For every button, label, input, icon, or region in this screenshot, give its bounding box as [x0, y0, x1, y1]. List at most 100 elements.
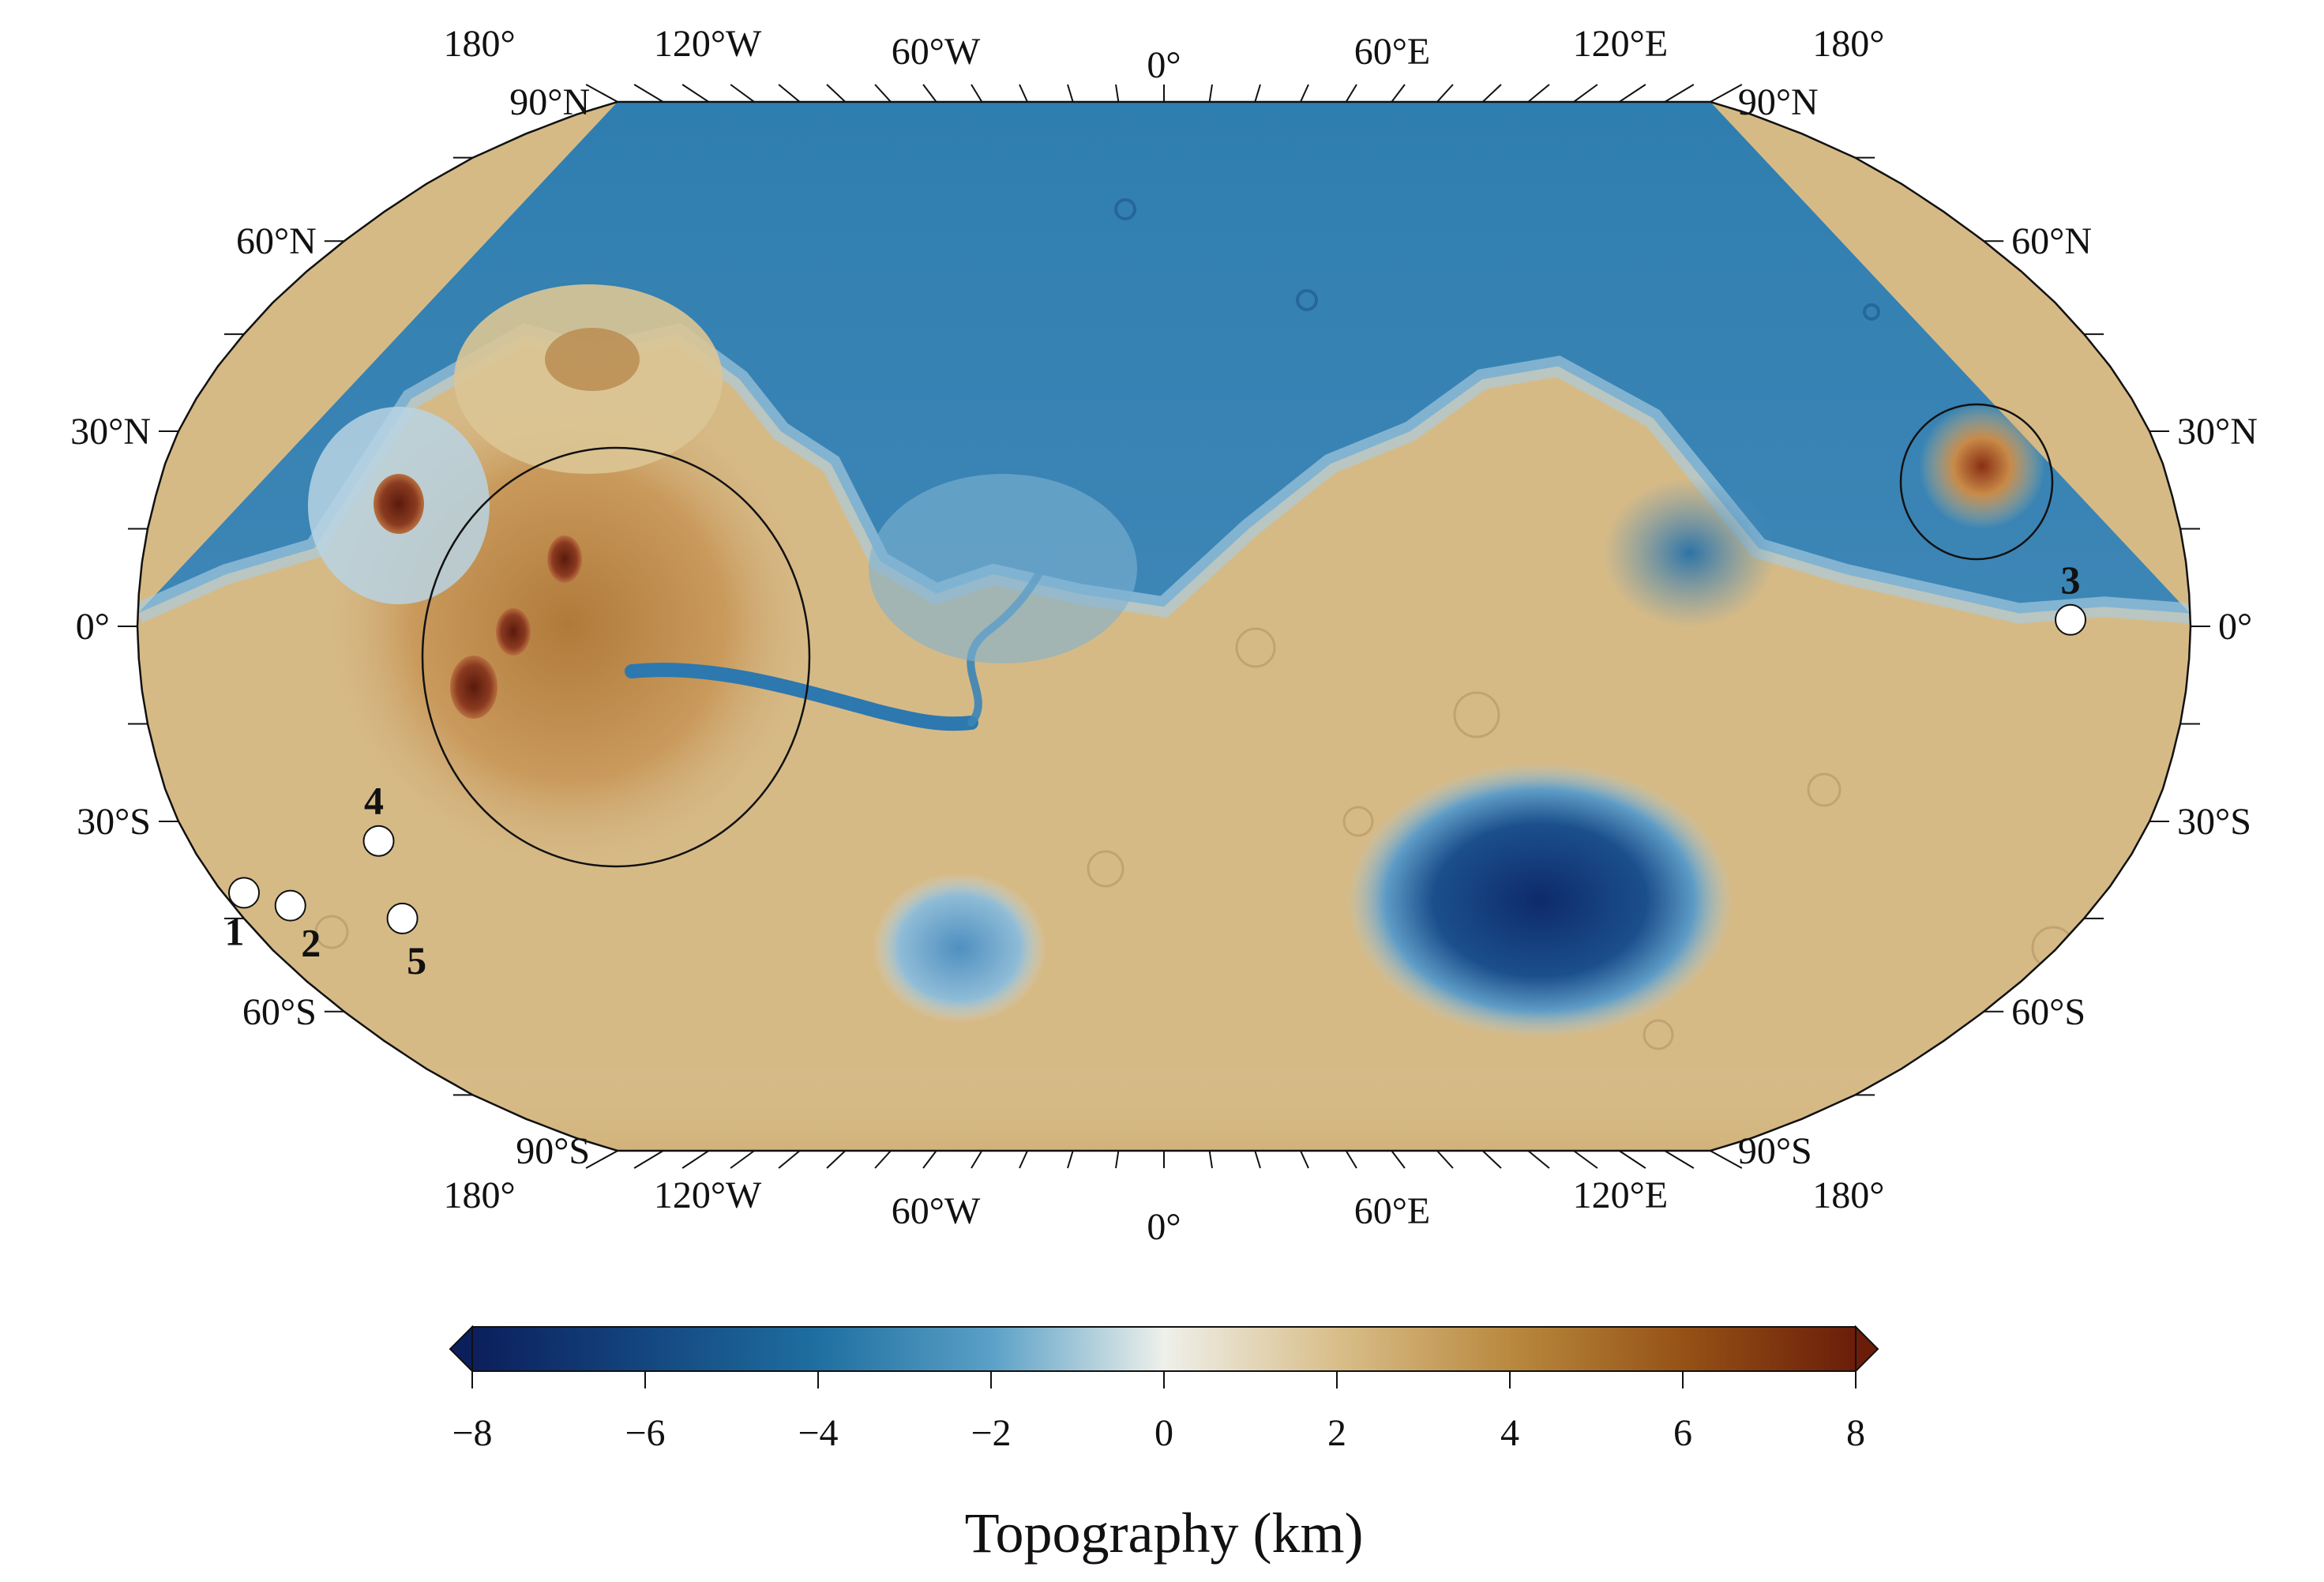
lon-label-bottom: 60°E: [1354, 1190, 1431, 1232]
lon-tick-top: [1115, 84, 1120, 103]
colorbar-tick-label: 4: [1500, 1412, 1519, 1454]
site-label: 1: [225, 909, 245, 953]
lon-tick-top: [1664, 84, 1695, 103]
lon-label-top: 0°: [1147, 44, 1181, 86]
lon-tick-top: [1254, 84, 1261, 103]
colorbar-tick-label: −2: [971, 1412, 1011, 1454]
lon-tick-top: [1573, 84, 1598, 103]
lon-label-top: 180°: [444, 23, 516, 65]
colorbar-ramp: [471, 1326, 1857, 1372]
colorbar-ticks: −8 −6 −4 −2 0 2 4 6 8: [452, 1371, 1865, 1454]
lon-tick-bottom: [1345, 1150, 1357, 1169]
lon-tick-top: [585, 84, 618, 103]
lon-tick-top: [1067, 84, 1074, 103]
lon-tick-bottom: [1436, 1150, 1454, 1169]
lon-tick-bottom: [633, 1150, 664, 1169]
lon-tick-bottom: [1664, 1150, 1695, 1169]
site-marker: [2055, 603, 2087, 636]
graticule-ticks: [118, 84, 2210, 1169]
lon-tick-top: [1391, 84, 1406, 103]
colorbar-tick-label: −4: [798, 1412, 838, 1454]
lon-tick-top: [730, 84, 755, 103]
colorbar-tick-label: 8: [1846, 1412, 1865, 1454]
lon-tick-bottom: [1067, 1150, 1074, 1169]
lat-label-right: 60°N: [2011, 220, 2092, 262]
lon-tick-top: [1527, 84, 1550, 103]
site-marker: [274, 889, 306, 922]
lat-label-right: 0°: [2218, 606, 2252, 648]
colorbar-tick-label: −6: [625, 1412, 665, 1454]
lon-label-top: 60°E: [1354, 31, 1431, 73]
lon-tick-bottom: [1573, 1150, 1598, 1169]
lon-tick-bottom: [730, 1150, 755, 1169]
sites: 1 2 3 4 5: [225, 558, 2087, 983]
lon-tick-bottom: [1115, 1150, 1120, 1169]
site-marker: [386, 902, 419, 934]
lon-tick-top: [826, 84, 847, 103]
lon-tick-bottom: [826, 1150, 847, 1169]
northern-lowlands: [137, 102, 2191, 614]
lat-label-right: 30°N: [2177, 411, 2258, 453]
lon-tick-bottom: [1391, 1150, 1406, 1169]
lon-tick-bottom: [681, 1150, 710, 1169]
lon-tick-bottom: [1208, 1150, 1213, 1169]
northern-craters: [1114, 198, 1880, 321]
lon-tick-top: [1019, 84, 1028, 103]
lat-label-left: 30°N: [70, 411, 151, 453]
colorbar-tick-label: −8: [452, 1412, 492, 1454]
lon-tick-bottom: [1527, 1150, 1550, 1169]
lat-label-right: 90°N: [1738, 81, 1819, 123]
lon-tick-bottom: [874, 1150, 892, 1169]
lat-label-left: 60°S: [242, 991, 317, 1033]
lon-tick-top: [778, 84, 801, 103]
lon-tick-bottom: [1481, 1150, 1502, 1169]
colorbar-max-arrow: [1855, 1325, 1879, 1373]
argyre-basin: [873, 873, 1046, 1023]
lon-tick-bottom: [778, 1150, 801, 1169]
lon-tick-top: [633, 84, 664, 103]
lon-tick-top: [1345, 84, 1357, 103]
tharsis-ring: [421, 446, 811, 868]
lon-label-top: 60°W: [892, 31, 981, 73]
hellas-basin: [1346, 762, 1733, 1039]
site-label: 5: [407, 938, 426, 983]
lon-tick-top: [922, 84, 937, 103]
lon-tick-top: [971, 84, 983, 103]
south-polar-cap: [137, 1058, 2191, 1151]
lon-tick-top: [1300, 84, 1309, 103]
lon-tick-bottom: [1618, 1150, 1646, 1169]
lon-label-bottom: 180°: [1812, 1174, 1884, 1216]
ascraeus-mons: [547, 535, 582, 583]
lat-label-left: 0°: [76, 606, 110, 648]
valles-marineris: [625, 663, 978, 731]
lon-label-bottom: 180°: [444, 1174, 516, 1216]
chryse-planitia: [869, 474, 1137, 663]
site-marker: [228, 877, 261, 909]
isidis-basin: [1603, 478, 1777, 628]
lon-label-top: 180°: [1812, 23, 1884, 65]
alba-summit: [545, 328, 640, 391]
colorbar-tick-label: 6: [1673, 1412, 1692, 1454]
site-marker: [362, 825, 395, 857]
lon-tick-top: [1436, 84, 1454, 103]
lon-tick-bottom: [922, 1150, 937, 1169]
pavonis-mons: [496, 608, 531, 656]
olympus-mons: [374, 474, 424, 534]
colorbar-tick-label: 0: [1154, 1412, 1173, 1454]
site-label: 4: [364, 779, 384, 823]
colorbar-tick-label: 2: [1327, 1412, 1346, 1454]
lon-tick-top: [1481, 84, 1502, 103]
lat-label-left: 90°S: [516, 1130, 590, 1172]
graticule-labels: 180°180°120°W120°W60°W60°W0°0°60°E60°E12…: [70, 23, 2258, 1248]
lon-tick-top: [1710, 84, 1743, 103]
lat-label-left: 90°N: [509, 81, 590, 123]
lon-tick-top: [874, 84, 892, 103]
lon-label-bottom: 0°: [1147, 1206, 1181, 1248]
lat-label-right: 60°S: [2011, 991, 2086, 1033]
lon-label-bottom: 60°W: [892, 1190, 981, 1232]
colorbar-min-arrow: [449, 1325, 473, 1373]
colorbar: −8 −6 −4 −2 0 2 4 6 8 Topography (km): [449, 1325, 1879, 1565]
lat-label-right: 90°S: [1738, 1130, 1812, 1172]
